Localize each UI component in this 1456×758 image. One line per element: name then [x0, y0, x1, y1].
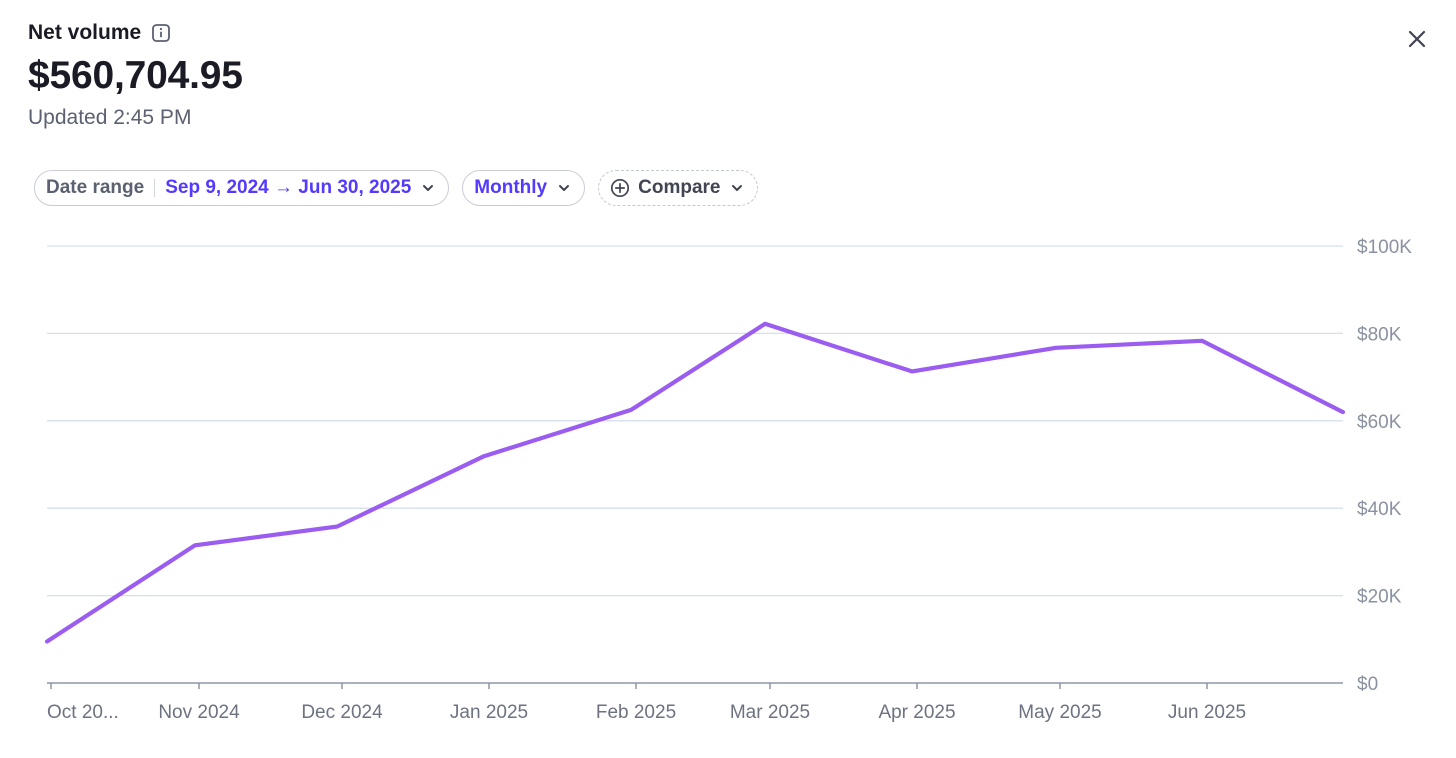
y-tick-label: $100K — [1357, 237, 1412, 258]
close-icon — [1408, 30, 1426, 48]
chevron-down-icon — [730, 181, 744, 195]
date-range-value: Sep 9, 2024 → Jun 30, 2025 — [165, 177, 412, 198]
interval-filter[interactable]: Monthly — [462, 170, 586, 206]
pill-divider — [154, 179, 156, 197]
x-tick-label: Nov 2024 — [158, 702, 240, 723]
y-tick-label: $40K — [1357, 499, 1402, 520]
y-tick-label: $0 — [1357, 674, 1378, 695]
y-tick-label: $60K — [1357, 412, 1402, 433]
compare-button[interactable]: Compare — [598, 170, 759, 206]
interval-value: Monthly — [474, 177, 548, 198]
plus-circle-icon — [610, 178, 630, 198]
y-tick-label: $20K — [1357, 587, 1402, 608]
x-tick-label: Apr 2025 — [878, 702, 955, 723]
chevron-down-icon — [557, 181, 571, 195]
x-tick-label: Jan 2025 — [450, 702, 528, 723]
close-button[interactable] — [1402, 24, 1432, 54]
chevron-down-icon — [421, 181, 435, 195]
y-tick-label: $80K — [1357, 324, 1402, 345]
x-tick-label: May 2025 — [1018, 702, 1101, 723]
date-range-filter[interactable]: Date range Sep 9, 2024 → Jun 30, 2025 — [34, 170, 450, 206]
date-range-label: Date range — [46, 177, 145, 198]
x-tick-label: Jun 2025 — [1168, 702, 1246, 723]
compare-label: Compare — [638, 177, 721, 198]
x-tick-label: Dec 2024 — [301, 702, 383, 723]
x-tick-label: Oct 20... — [47, 702, 119, 723]
header: Net volume $560,704.95 Updated 2:45 PM — [28, 18, 243, 130]
x-tick-label: Mar 2025 — [730, 702, 810, 723]
info-icon[interactable] — [151, 23, 171, 43]
x-tick-label: Feb 2025 — [596, 702, 676, 723]
title-row: Net volume — [28, 18, 243, 48]
series-line-net-volume — [44, 321, 1346, 644]
page-title: Net volume — [28, 21, 142, 44]
updated-timestamp: Updated 2:45 PM — [28, 106, 192, 129]
net-volume-amount: $560,704.95 — [28, 54, 243, 97]
filter-bar: Date range Sep 9, 2024 → Jun 30, 2025 Mo… — [34, 170, 759, 206]
